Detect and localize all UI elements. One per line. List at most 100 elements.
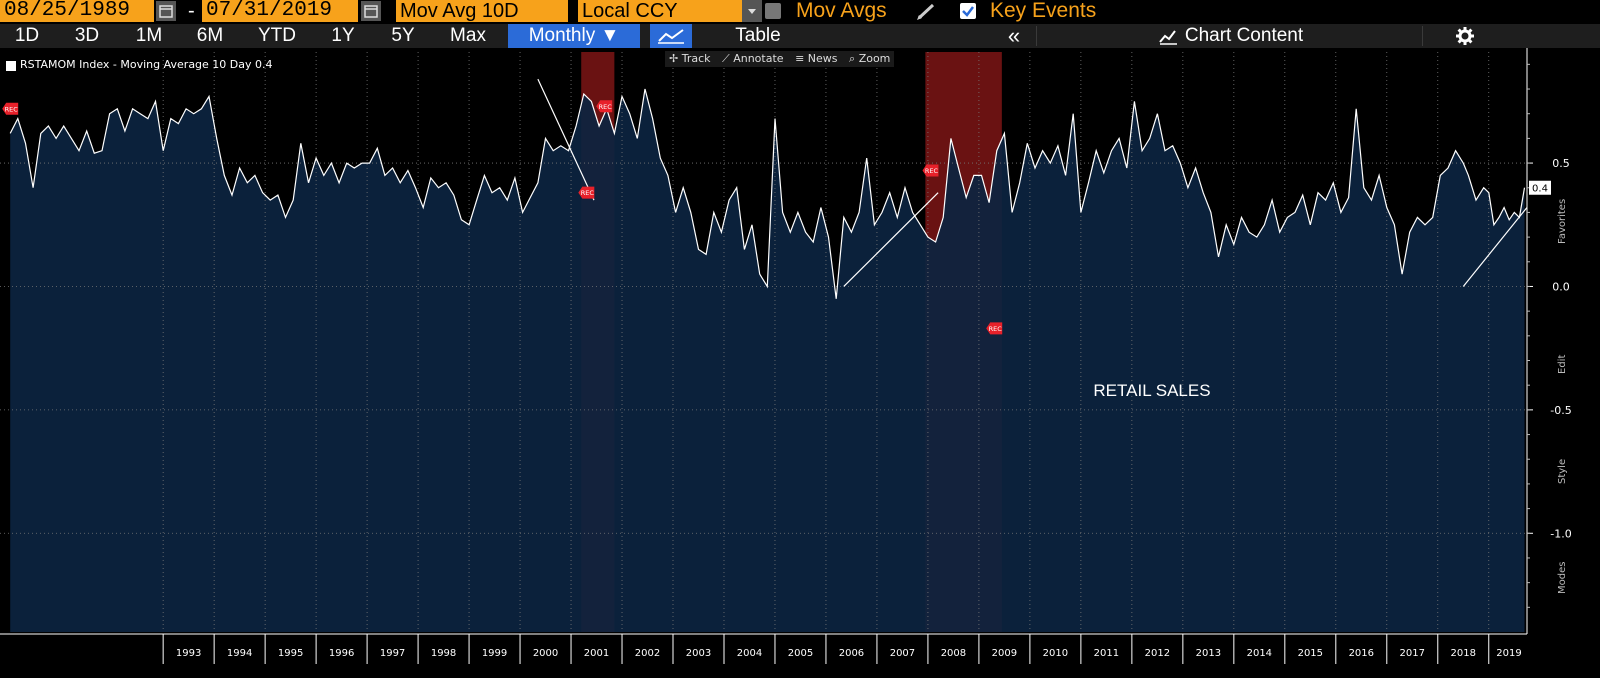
end-date-field[interactable]: 07/31/2019: [202, 0, 358, 22]
x-tick-label: 2007: [890, 648, 915, 659]
rec-marker-label: REC: [599, 103, 613, 111]
x-tick-label: 2015: [1298, 648, 1323, 659]
rec-event-marker: REC: [986, 322, 1003, 335]
chevron-down-icon: [748, 9, 756, 14]
x-tick-label: 2014: [1247, 648, 1272, 659]
last-value-box: [1529, 180, 1551, 195]
legend-swatch[interactable]: [6, 61, 16, 71]
settings-button[interactable]: [1440, 24, 1490, 48]
start-date-field[interactable]: 08/25/1989: [0, 0, 154, 22]
toolbar-divider: [1422, 26, 1423, 46]
y-tick-label: -0.5: [1550, 404, 1571, 417]
gear-icon: [1456, 26, 1474, 45]
x-tick-label: 2011: [1094, 648, 1119, 659]
study-select[interactable]: Mov Avg 10D: [396, 0, 568, 22]
rec-marker-shape: [2, 102, 19, 115]
range-toolbar: 1D 3D 1M 6M YTD 1Y 5Y Max Monthly ▼ Tabl…: [0, 24, 1600, 48]
x-tick-label: 2009: [992, 648, 1017, 659]
x-tick-label: 1999: [482, 648, 507, 659]
rec-marker-shape: [578, 186, 595, 199]
rec-event-marker: REC: [578, 186, 595, 199]
trend-line: [537, 78, 595, 201]
range-6m-button[interactable]: 6M: [196, 25, 224, 46]
x-tick-label: 2000: [533, 648, 558, 659]
end-calendar-button[interactable]: [361, 1, 381, 21]
x-tick-label: 2005: [788, 648, 813, 659]
edit-tab[interactable]: Edit: [1557, 354, 1568, 374]
rec-marker-shape: [922, 164, 939, 177]
rec-marker-label: REC: [581, 189, 595, 197]
rec-event-marker: REC: [596, 100, 613, 113]
chart-content-button[interactable]: Chart Content: [1040, 24, 1420, 48]
rec-marker-shape: [986, 322, 1003, 335]
start-calendar-button[interactable]: [156, 1, 176, 21]
mov-avgs-checkbox[interactable]: [765, 3, 781, 19]
y-tick-label: 0.5: [1552, 157, 1570, 170]
series-line: [9, 88, 1526, 299]
series-area: [10, 89, 1525, 632]
x-tick-label: 2018: [1451, 648, 1476, 659]
range-max-button[interactable]: Max: [450, 25, 486, 46]
x-tick-label: 2001: [584, 648, 609, 659]
news-tool[interactable]: ≡ News: [795, 52, 838, 65]
pencil-icon[interactable]: [916, 2, 938, 20]
collapse-button[interactable]: «: [1007, 23, 1021, 48]
table-button[interactable]: Table: [735, 25, 781, 46]
x-tick-label: 1996: [329, 648, 354, 659]
y-tick-label: 0.0: [1552, 280, 1570, 293]
chart-tools-strip: ✢ Track ⟋ Annotate ≡ News ⌕ Zoom: [665, 51, 895, 67]
key-events-label[interactable]: Key Events: [990, 0, 1097, 22]
chart-type-button[interactable]: [650, 24, 692, 48]
mov-avgs-label[interactable]: Mov Avgs: [796, 0, 887, 22]
x-tick-label: 2012: [1145, 648, 1170, 659]
x-tick-label: 2004: [737, 648, 762, 659]
top-toolbar: 08/25/1989 - 07/31/2019 Mov Avg 10D Loca…: [0, 0, 1600, 22]
x-axis-background: [0, 635, 1527, 678]
toolbar-divider: [1036, 26, 1037, 46]
x-tick-label: 1994: [227, 648, 252, 659]
checkmark-icon: [962, 6, 974, 17]
x-tick-label: 2017: [1400, 648, 1425, 659]
last-value-marker: 0.4: [1529, 180, 1551, 195]
trend-line: [1462, 207, 1528, 287]
favorites-tab[interactable]: Favorites: [1557, 198, 1568, 244]
line-chart-icon: [658, 29, 684, 44]
chart-content-label: Chart Content: [1184, 25, 1304, 46]
calendar-icon: [159, 5, 173, 18]
date-separator: -: [188, 0, 195, 22]
rec-marker-label: REC: [925, 167, 939, 175]
range-1y-button[interactable]: 1Y: [331, 25, 355, 46]
x-tick-label: 1993: [176, 648, 201, 659]
trend-line: [843, 192, 939, 287]
track-tool[interactable]: ✢ Track: [669, 52, 711, 65]
x-tick-label: 1998: [431, 648, 456, 659]
style-tab[interactable]: Style: [1557, 458, 1568, 484]
range-5y-button[interactable]: 5Y: [391, 25, 415, 46]
legend-label: RSTAMOM Index - Moving Average 10 Day 0.…: [20, 58, 273, 71]
calendar-icon: [364, 5, 378, 18]
rec-marker-label: REC: [989, 325, 1003, 333]
x-tick-label: 1997: [380, 648, 405, 659]
zoom-tool[interactable]: ⌕ Zoom: [849, 52, 891, 65]
rec-marker-label: REC: [5, 105, 19, 113]
range-ytd-button[interactable]: YTD: [258, 25, 296, 46]
modes-tab[interactable]: Modes: [1557, 561, 1568, 594]
rec-event-marker: REC: [2, 102, 19, 115]
range-3d-button[interactable]: 3D: [74, 25, 100, 46]
x-tick-label: 2003: [686, 648, 711, 659]
frequency-dropdown[interactable]: Monthly ▼: [508, 24, 640, 48]
y-tick-label: -1.0: [1550, 527, 1571, 540]
x-tick-label: 2016: [1349, 648, 1374, 659]
currency-select[interactable]: Local CCY: [578, 0, 742, 22]
x-tick-label: 2013: [1196, 648, 1221, 659]
retail-sales-chart[interactable]: REC REC REC REC REC 0.5 0.0 -0.5 -1.0 0.4 1993 199…: [0, 48, 1600, 678]
rec-event-marker: REC: [922, 164, 939, 177]
x-tick-label: 2010: [1043, 648, 1068, 659]
currency-dropdown-button[interactable]: [742, 0, 762, 22]
x-tick-label: 2002: [635, 648, 660, 659]
annotate-tool[interactable]: ⟋ Annotate: [722, 52, 784, 65]
range-1m-button[interactable]: 1M: [135, 25, 163, 46]
last-value-label: 0.4: [1532, 184, 1548, 195]
range-1d-button[interactable]: 1D: [14, 25, 40, 46]
key-events-checkbox[interactable]: [960, 3, 976, 19]
